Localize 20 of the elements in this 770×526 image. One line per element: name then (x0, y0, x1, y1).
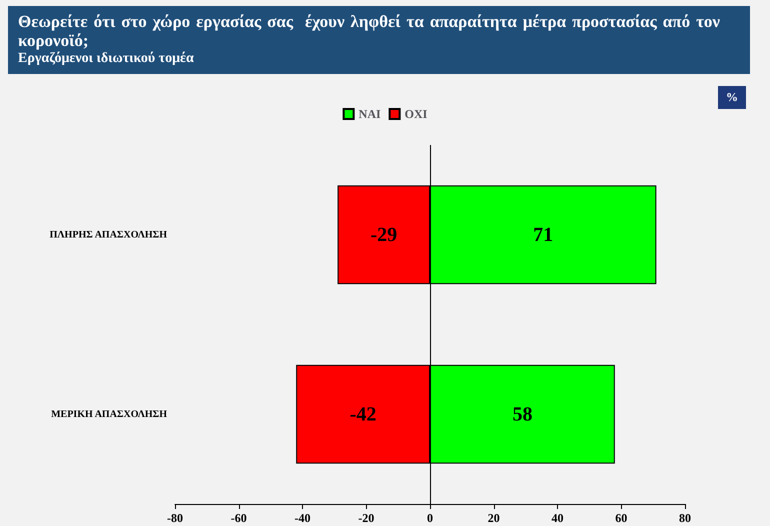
x-tick-label: 20 (488, 511, 500, 525)
data-label: 58 (512, 403, 532, 426)
x-tick-label: -20 (358, 511, 374, 525)
y-tick-label: ΠΛΗΡΗΣ ΑΠΑΣΧΟΛΗΣΗ (50, 229, 168, 240)
x-tick-label: 80 (679, 511, 691, 525)
x-tick-label: -60 (230, 511, 247, 525)
y-tick-label: ΜΕΡΙΚΗ ΑΠΑΣΧΟΛΗΣΗ (51, 408, 168, 420)
data-label: 71 (533, 224, 554, 246)
chart-subtitle: Εργαζόμενοι ιδιωτικού τομέα (18, 50, 195, 68)
text: % (718, 86, 746, 109)
data-label: -42 (350, 403, 376, 426)
x-tick-label: 40 (552, 511, 564, 525)
x-tick-label: 0 (427, 511, 433, 525)
data-label: -29 (370, 224, 398, 246)
chart-title: Θεωρείτε ότι στο χώρο εργασίας σας έχουν ληφθεί τα απαραίτητα μέτρα προστασίας από τον κορονοϊό; (18, 12, 721, 50)
legend-label: ΝΑΙ (358, 107, 381, 121)
legend-label: ΟΧΙ (404, 107, 428, 121)
x-tick-label: -40 (294, 511, 310, 525)
x-tick-label: -80 (167, 511, 183, 525)
x-tick-label: 60 (615, 511, 628, 525)
